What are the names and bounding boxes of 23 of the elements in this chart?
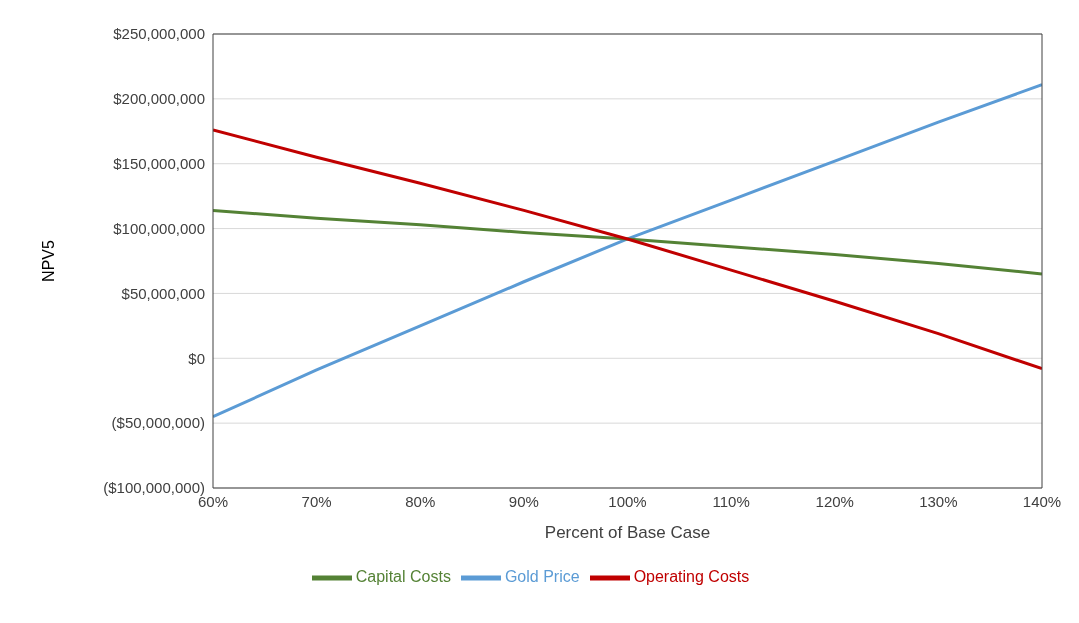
x-tick-label: 140% [1022, 492, 1062, 510]
line-series [213, 83, 1042, 419]
line-series [213, 208, 1042, 276]
y-tick-label: ($50,000,000) [111, 414, 205, 432]
y-tick-label: $50,000,000 [121, 284, 205, 302]
legend-label: Operating Costs [633, 568, 750, 586]
y-tick-label: $150,000,000 [113, 155, 205, 173]
x-tick-label: 130% [919, 492, 958, 510]
y-tick-label: $100,000,000 [113, 219, 205, 237]
y-axis-title: NPV5 [39, 240, 57, 282]
y-tick-label: $200,000,000 [113, 90, 205, 108]
legend-label: Gold Price [504, 568, 580, 586]
x-tick-label: 80% [405, 492, 436, 510]
x-tick-label: 100% [608, 492, 647, 510]
x-tick-label: 120% [815, 492, 854, 510]
line-series [213, 128, 1042, 371]
y-tick-label: $0 [188, 349, 205, 367]
x-axis-title: Percent of Base Case [544, 523, 711, 542]
x-tick-label: 90% [508, 492, 539, 510]
x-tick-label: 70% [301, 492, 332, 510]
x-tick-label: 110% [712, 492, 750, 510]
y-tick-label: $250,000,000 [113, 25, 205, 43]
legend-label: Capital Costs [355, 568, 451, 586]
